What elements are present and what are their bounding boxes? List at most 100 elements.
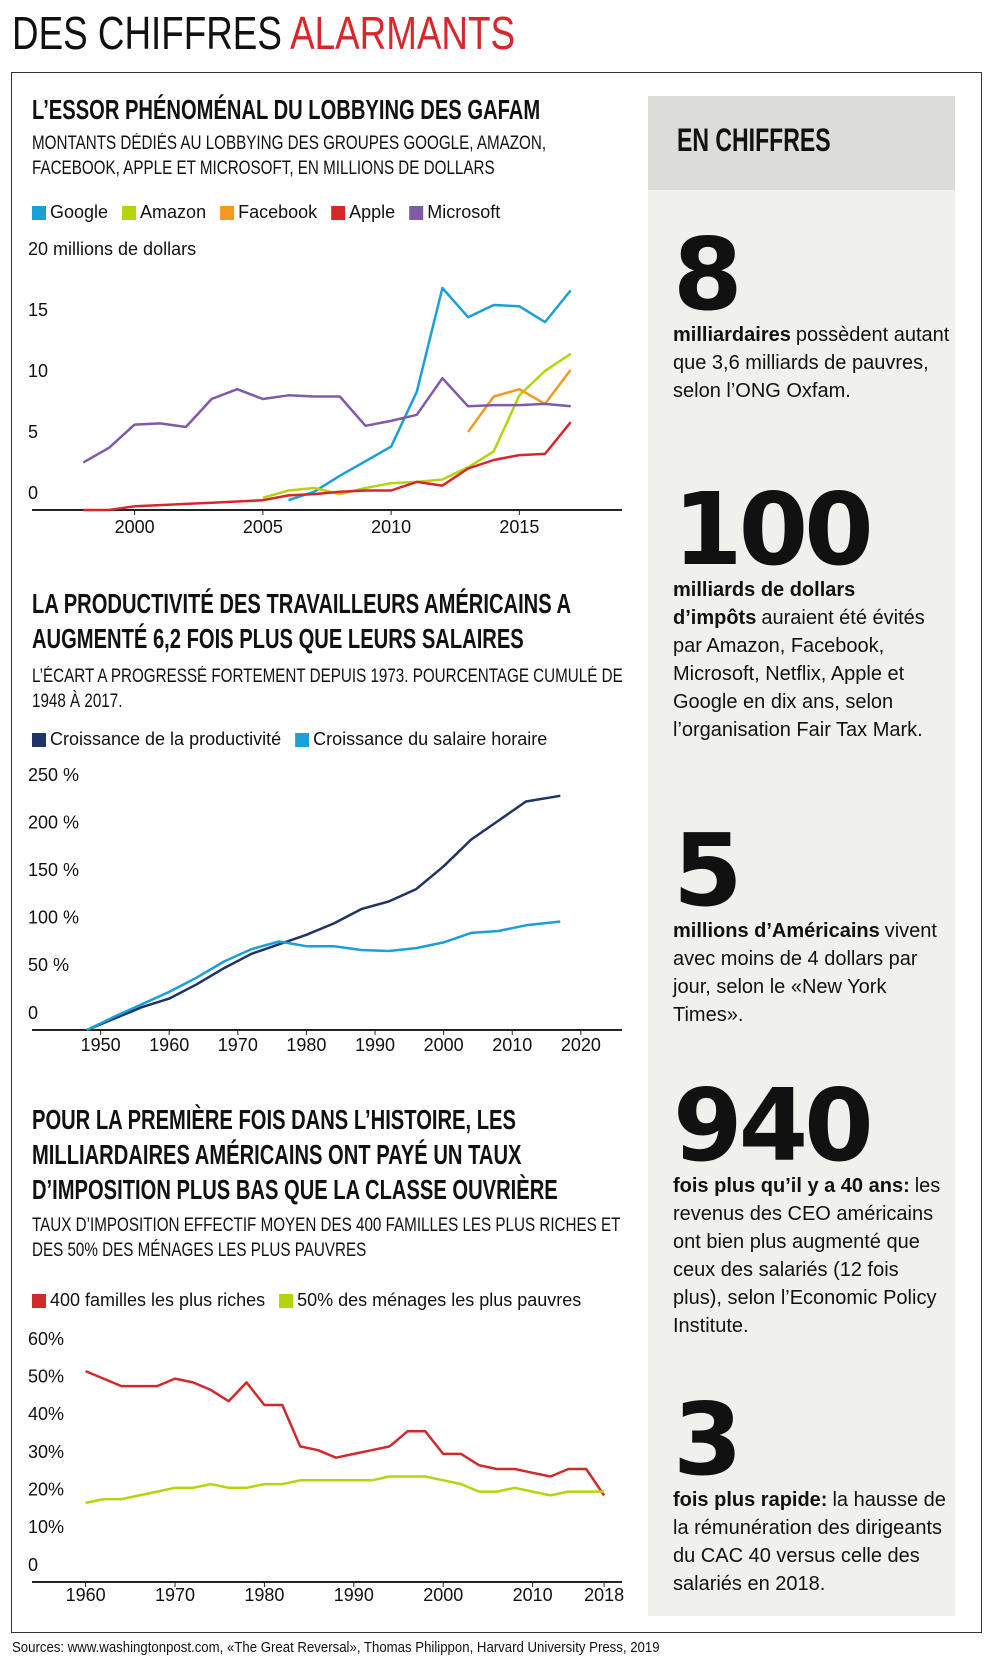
y-tick-label: 0: [28, 1003, 38, 1023]
series-line: [85, 1475, 605, 1505]
frame: [11, 72, 982, 1633]
y-tick-label: 10%: [28, 1517, 64, 1537]
x-tick-label: 1960: [149, 1035, 189, 1055]
chart-subtitle: L’ÉCART A PROGRESSÉ FORTEMENT DEPUIS 197…: [32, 666, 623, 712]
x-tick-label: 1980: [244, 1585, 284, 1605]
x-tick-label: 2000: [423, 1585, 463, 1605]
y-tick-label: 40%: [28, 1404, 64, 1424]
big-number: 5: [673, 812, 743, 929]
series-line: [262, 352, 572, 500]
y-tick-label: 60%: [28, 1329, 64, 1349]
y-tick-label: 30%: [28, 1442, 64, 1462]
x-tick-label: 1970: [218, 1035, 258, 1055]
chart-title: LA PRODUCTIVITÉ DES TRAVAILLEURS AMÉRICA…: [32, 588, 571, 654]
series-line: [467, 368, 572, 433]
legend-label: Croissance de la productivité: [50, 729, 281, 749]
big-number: 8: [673, 216, 743, 333]
y-tick-label: 150 %: [28, 860, 79, 880]
chart-title: L’ESSOR PHÉNOMÉNAL DU LOBBYING DES GAFAM: [32, 94, 541, 125]
y-tick-label: 50%: [28, 1366, 64, 1386]
figure-item: 3 fois plus rapide: la hausse de la rémuné…: [673, 1381, 953, 1598]
x-tick-label: 1960: [66, 1585, 106, 1605]
legend-label: Facebook: [238, 202, 318, 222]
x-tick-label: 2018: [584, 1585, 624, 1605]
x-tick-label: 1950: [81, 1035, 121, 1055]
series-line: [86, 920, 561, 1032]
figure-text: vivent avec moins de 4 dollars par jour,…: [673, 920, 937, 1026]
figure-text: la hausse de la rémunération des dirigea…: [673, 1489, 946, 1595]
figure-bold: milliardaires: [673, 324, 791, 346]
legend-swatch: [409, 206, 424, 220]
y-tick-label: 200 %: [28, 812, 79, 832]
series-line: [85, 1369, 606, 1497]
legend-label: 400 familles les plus riches: [50, 1290, 265, 1310]
figure-text: auraient été évités par Amazon, Facebook…: [673, 607, 925, 741]
figure-bold: fois plus qu’il y a 40 ans:: [673, 1175, 910, 1197]
y-tick-label: 0: [28, 1555, 38, 1575]
legend-swatch: [220, 206, 235, 220]
x-tick-label: 1990: [355, 1035, 395, 1055]
legend-swatch: [122, 206, 137, 220]
x-tick-label: 2010: [371, 517, 411, 537]
series-line: [82, 376, 571, 464]
chart-subtitle: MONTANTS DÉDIÉS AU LOBBYING DES GROUPES …: [32, 133, 547, 179]
y-tick-label: 20 millions de dollars: [28, 239, 196, 259]
legend-swatch: [295, 733, 310, 747]
page-title: DES CHIFFRES ALARMANTS: [12, 8, 515, 58]
legend-label: Google: [50, 202, 108, 222]
y-tick-label: 50 %: [28, 955, 69, 975]
series-line: [288, 286, 572, 502]
figure-bold: fois plus rapide:: [673, 1489, 828, 1511]
legend-swatch: [279, 1294, 294, 1308]
figure-item: 8 milliardaires possèdent autant que 3,6 m…: [673, 216, 953, 405]
x-tick-label: 1970: [155, 1585, 195, 1605]
legend-label: Amazon: [140, 202, 206, 222]
big-number: 940: [673, 1067, 874, 1184]
legend-label: Croissance du salaire horaire: [313, 729, 547, 749]
legend-label: Apple: [349, 202, 395, 222]
figure-text: les revenus des CEO américains ont bien …: [673, 1175, 941, 1337]
big-number: 100: [673, 471, 874, 588]
chart-subtitle: TAUX D’IMPOSITION EFFECTIF MOYEN DES 400…: [32, 1215, 621, 1261]
figure-item: 5 millions d’Américains vivent avec moins …: [673, 812, 953, 1029]
y-tick-label: 250 %: [28, 765, 79, 785]
source: Sources: www.washingtonpost.com, «The Gr…: [12, 1639, 660, 1656]
x-tick-label: 2000: [115, 517, 155, 537]
x-tick-label: 2010: [513, 1585, 553, 1605]
x-tick-label: 2000: [424, 1035, 464, 1055]
figure-bold: millions d’Américains: [673, 920, 880, 942]
series-line: [86, 794, 561, 1032]
y-tick-label: 15: [28, 300, 48, 320]
title-red: ALARMANTS: [290, 7, 516, 59]
x-tick-label: 1980: [286, 1035, 326, 1055]
y-tick-label: 100 %: [28, 908, 79, 928]
chart-title: POUR LA PREMIÈRE FOIS DANS L’HISTOIRE, L…: [32, 1104, 558, 1205]
legend-label: Microsoft: [427, 202, 500, 222]
x-tick-label: 2010: [492, 1035, 532, 1055]
y-tick-label: 5: [28, 422, 38, 442]
legend-swatch: [32, 1294, 46, 1308]
legend-label: 50% des ménages les plus pauvres: [297, 1290, 581, 1310]
figure-text: possèdent autant que 3,6 milliards de pa…: [673, 324, 950, 402]
y-tick-label: 10: [28, 361, 48, 381]
legend-swatch: [32, 733, 46, 747]
legend-swatch: [32, 206, 46, 220]
y-tick-label: 0: [28, 483, 38, 503]
figure-item: 100 milliards de dollars d’impôts auraient…: [673, 471, 953, 744]
y-tick-label: 20%: [28, 1479, 64, 1499]
x-tick-label: 2015: [499, 517, 539, 537]
sidebar-title: EN CHIFFRES: [677, 122, 831, 158]
sidebar: [648, 96, 955, 1616]
x-tick-label: 1990: [334, 1585, 374, 1605]
sidebar-header: [648, 96, 955, 190]
title-black: DES CHIFFRES: [12, 7, 282, 59]
big-number: 3: [673, 1381, 743, 1498]
legend-swatch: [331, 206, 346, 220]
series-line: [83, 421, 572, 512]
figure-item: 940 fois plus qu’il y a 40 ans: les revenu…: [673, 1067, 953, 1340]
x-tick-label: 2020: [561, 1035, 601, 1055]
figure-bold: milliards de dollars d’impôts: [673, 579, 856, 629]
x-tick-label: 2005: [243, 517, 283, 537]
